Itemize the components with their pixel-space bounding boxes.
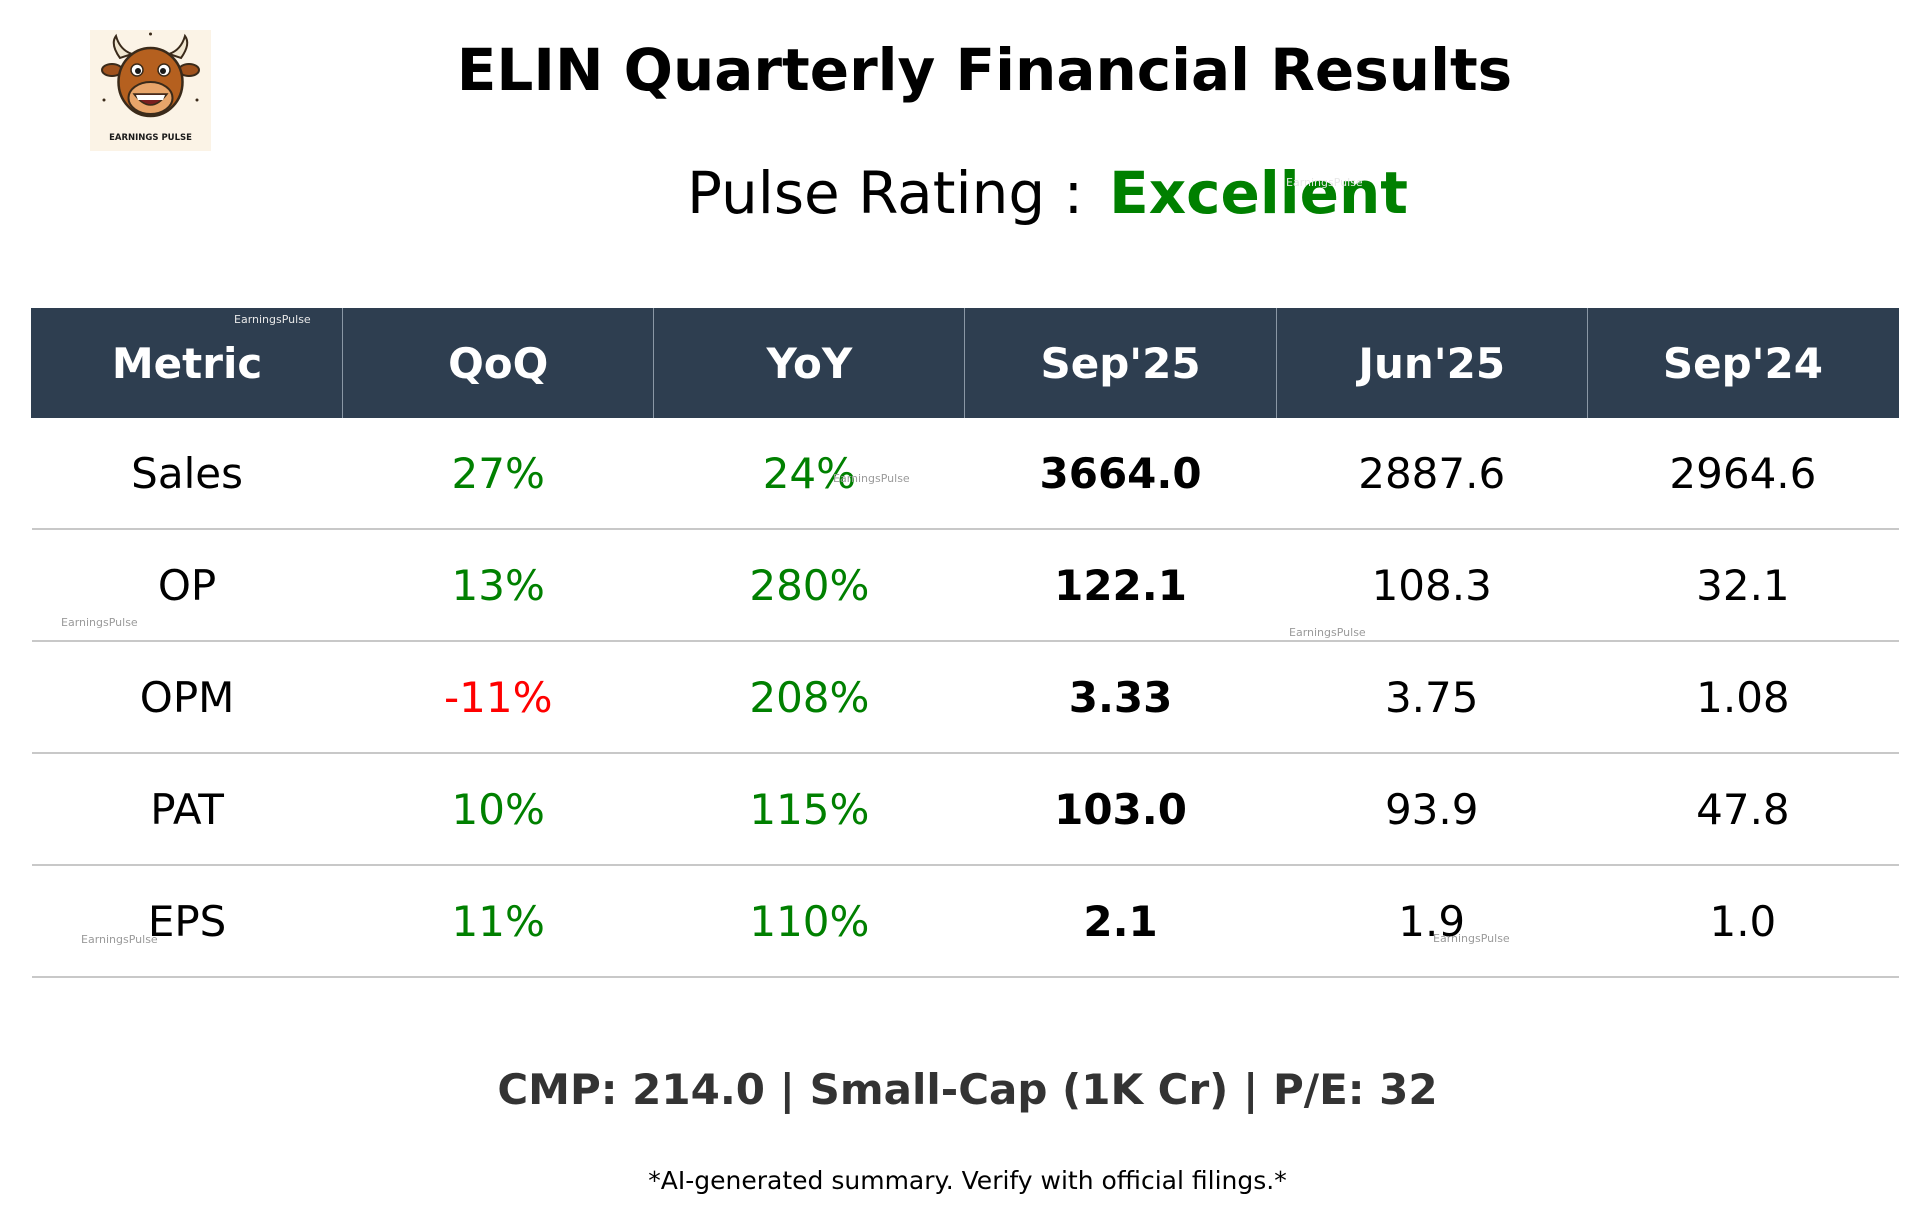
bull-icon: EARNINGS PULSE [101, 32, 200, 143]
rating-value: Excellent [1109, 159, 1409, 227]
results-table: Metric QoQ YoY Sep'25 Jun'25 Sep'24 Sale… [30, 308, 1900, 978]
rating-label: Pulse Rating : [686, 159, 1084, 227]
table-header-row: Metric QoQ YoY Sep'25 Jun'25 Sep'24 [30, 308, 1900, 418]
table-row: PAT 10% 115% 103.0 93.9 47.8 [31, 753, 1899, 866]
disclaimer: *AI-generated summary. Verify with offic… [648, 1166, 1287, 1195]
market-info: CMP: 214.0 | Small-Cap (1K Cr) | P/E: 32 [497, 1065, 1438, 1114]
jun25-cell: 1.9 [1276, 865, 1588, 978]
earnings-pulse-logo: EARNINGS PULSE [90, 30, 211, 151]
watermark: EarningsPulse [833, 472, 910, 485]
yoy-cell: 280% [653, 529, 965, 642]
metric-cell: OP [31, 529, 343, 642]
column-header-sep25: Sep'25 [964, 308, 1277, 418]
table-row: OP 13% 280% 122.1 108.3 32.1 [31, 529, 1899, 642]
qoq-cell: 13% [342, 529, 654, 642]
sep25-cell: 3.33 [964, 641, 1277, 754]
sep25-cell: 103.0 [964, 753, 1277, 866]
qoq-cell: -11% [342, 641, 654, 754]
column-header-qoq: QoQ [342, 308, 655, 418]
page-title: ELIN Quarterly Financial Results [456, 36, 1513, 104]
qoq-cell: 27% [342, 418, 654, 530]
jun25-cell: 108.3 [1276, 529, 1588, 642]
jun25-cell: 2887.6 [1276, 418, 1588, 530]
table-row: Sales 27% 24% 3664.0 2887.6 2964.6 [31, 418, 1899, 530]
table-row: EPS 11% 110% 2.1 1.9 1.0 [31, 865, 1899, 978]
jun25-cell: 3.75 [1276, 641, 1588, 754]
metric-cell: EPS [31, 865, 343, 978]
qoq-cell: 11% [342, 865, 654, 978]
metric-cell: Sales [31, 418, 343, 530]
sep25-cell: 122.1 [964, 529, 1277, 642]
column-header-yoy: YoY [653, 308, 966, 418]
watermark: EarningsPulse [1433, 932, 1510, 945]
watermark: EarningsPulse [234, 313, 311, 326]
sep24-cell: 32.1 [1587, 529, 1899, 642]
watermark: EarningsPulse [1286, 176, 1363, 189]
column-header-sep24: Sep'24 [1586, 308, 1900, 418]
yoy-cell: 115% [653, 753, 965, 866]
sep24-cell: 47.8 [1587, 753, 1899, 866]
column-header-jun25: Jun'25 [1275, 308, 1588, 418]
yoy-cell: 208% [653, 641, 965, 754]
jun25-cell: 93.9 [1276, 753, 1588, 866]
sep24-cell: 1.08 [1587, 641, 1899, 754]
sep24-cell: 2964.6 [1587, 418, 1899, 530]
metric-cell: OPM [31, 641, 343, 754]
yoy-cell: 110% [653, 865, 965, 978]
qoq-cell: 10% [342, 753, 654, 866]
watermark: EarningsPulse [61, 616, 138, 629]
table-row: OPM -11% 208% 3.33 3.75 1.08 [31, 641, 1899, 754]
sep25-cell: 3664.0 [964, 418, 1277, 530]
watermark: EarningsPulse [1289, 626, 1366, 639]
watermark: EarningsPulse [81, 933, 158, 946]
pulse-rating: Pulse Rating : Excellent [0, 155, 1919, 231]
metric-cell: PAT [31, 753, 343, 866]
sep25-cell: 2.1 [964, 865, 1277, 978]
sep24-cell: 1.0 [1587, 865, 1899, 978]
logo-text: EARNINGS PULSE [109, 133, 192, 143]
yoy-cell: 24% [653, 418, 965, 530]
column-header-metric: Metric [30, 308, 344, 418]
